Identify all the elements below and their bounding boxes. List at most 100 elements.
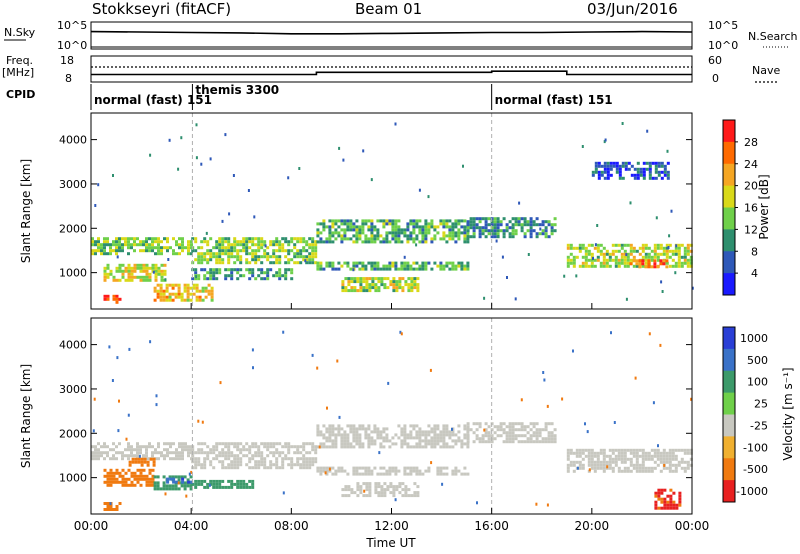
power-cell-band-9 — [490, 223, 494, 227]
power-cell-band-9 — [469, 235, 473, 239]
power-cell-band-6 — [328, 234, 332, 238]
power-cell-band-4 — [314, 261, 318, 265]
power-cell-band-8 — [356, 277, 360, 281]
velocity-cell-band-8 — [376, 430, 380, 434]
velocity-cell-band-9 — [355, 469, 359, 473]
velocity-cell-band-12 — [587, 457, 591, 461]
velocity-cell-band-7 — [233, 457, 237, 461]
power-cell-band-4 — [251, 258, 255, 262]
velocity-colorbar-label-0: 1000 — [740, 332, 768, 345]
power-cell-band-4 — [227, 240, 231, 244]
power-cell-band-6 — [406, 240, 410, 244]
power-cell-band-5 — [260, 277, 264, 281]
velocity-cell-band-0 — [166, 451, 169, 455]
velocity-cell-band-12 — [653, 448, 657, 452]
velocity-cell-band-8 — [418, 427, 422, 431]
velocity-cell-band-0 — [127, 454, 130, 458]
velocity-cell-band-1 — [118, 471, 122, 475]
velocity-cell-band-0 — [136, 445, 139, 449]
power-cell-band-6 — [322, 228, 326, 232]
power-cell-band-10 — [644, 243, 648, 247]
beam-label: Beam 01 — [355, 0, 423, 18]
velocity-cell-band-9 — [427, 466, 431, 470]
velocity-cell-band-5 — [239, 479, 243, 483]
power-cell-band-5 — [284, 277, 288, 281]
power-cell-band-11 — [635, 262, 639, 266]
power-cell-band-10 — [605, 258, 609, 262]
power-cell-band-6 — [442, 222, 446, 226]
power-cell-band-6 — [406, 225, 410, 229]
velocity-cell-band-5 — [251, 485, 255, 489]
velocity-cell-band-10 — [386, 485, 390, 489]
velocity-cell-band-8 — [352, 430, 356, 434]
power-cell-band-0 — [175, 240, 178, 244]
velocity-noise-point — [328, 467, 331, 471]
power-cell-band-4 — [224, 240, 228, 244]
velocity-cell-band-12 — [632, 448, 636, 452]
velocity-cell-band-11 — [547, 434, 551, 438]
velocity-cell-band-0 — [145, 451, 148, 455]
power-cell-band-5 — [236, 268, 240, 272]
velocity-colorbar-label-4: -25 — [750, 419, 768, 432]
velocity-cell-band-8 — [436, 424, 440, 428]
velocity-cell-band-12 — [623, 469, 627, 473]
velocity-cell-band-7 — [302, 442, 306, 446]
power-cell-band-7 — [352, 261, 356, 265]
power-cell-band-10 — [626, 261, 630, 265]
velocity-cell-band-7 — [233, 466, 237, 470]
velocity-cell-band-9 — [460, 472, 464, 476]
power-cell-band-6 — [331, 225, 335, 229]
power-cell-band-10 — [602, 264, 606, 268]
power-noise-point — [621, 122, 624, 125]
velocity-cell-band-10 — [368, 494, 372, 498]
power-cell-band-8 — [350, 286, 354, 290]
power-cell-band-6 — [463, 231, 467, 235]
velocity-cell-band-13 — [663, 503, 667, 507]
power-cell-band-6 — [361, 240, 365, 244]
velocity-cell-band-13 — [663, 497, 667, 501]
power-cell-band-6 — [412, 237, 416, 241]
power-cell-band-6 — [331, 231, 335, 235]
velocity-cell-band-8 — [445, 442, 449, 446]
velocity-cell-band-11 — [517, 428, 521, 432]
velocity-cell-band-9 — [418, 472, 422, 476]
velocity-cell-band-4 — [183, 475, 187, 479]
velocity-cell-band-7 — [296, 448, 300, 452]
power-cell-band-7 — [346, 264, 350, 268]
velocity-cell-band-6 — [169, 477, 173, 481]
velocity-cell-band-13 — [669, 500, 673, 504]
power-cell-band-0 — [115, 240, 118, 244]
power-cell-band-3 — [207, 283, 211, 287]
power-cell-band-9 — [478, 226, 482, 230]
velocity-cell-band-7 — [236, 463, 240, 467]
power-cell-band-6 — [424, 237, 428, 241]
power-cell-band-6 — [427, 228, 431, 232]
velocity-cell-band-7 — [242, 445, 246, 449]
power-noise-point — [247, 189, 250, 192]
power-cell-band-9 — [517, 220, 521, 224]
nave-tick-high: 60 — [708, 54, 722, 67]
velocity-cell-band-9 — [355, 466, 359, 470]
velocity-cell-band-7 — [233, 442, 237, 446]
power-cell-band-12 — [612, 161, 616, 165]
power-cell-band-4 — [197, 261, 201, 265]
velocity-cell-band-2 — [140, 463, 144, 467]
velocity-noise-point — [127, 413, 130, 417]
velocity-cell-band-8 — [400, 439, 404, 443]
power-cell-band-1 — [130, 278, 134, 282]
power-cell-band-12 — [660, 176, 664, 180]
power-cell-band-6 — [361, 225, 365, 229]
power-cell-band-10 — [629, 258, 633, 262]
power-cell-band-12 — [606, 161, 610, 165]
power-cell-band-7 — [331, 267, 335, 271]
power-cell-band-10 — [587, 249, 591, 253]
velocity-cell-band-7 — [254, 451, 258, 455]
velocity-cell-band-4 — [153, 475, 157, 479]
power-cell-band-6 — [454, 231, 458, 235]
velocity-cell-band-12 — [566, 463, 570, 467]
velocity-cell-band-8 — [334, 433, 338, 437]
power-cell-band-4 — [275, 249, 279, 253]
power-cell-band-6 — [340, 240, 344, 244]
power-cell-band-7 — [385, 267, 389, 271]
